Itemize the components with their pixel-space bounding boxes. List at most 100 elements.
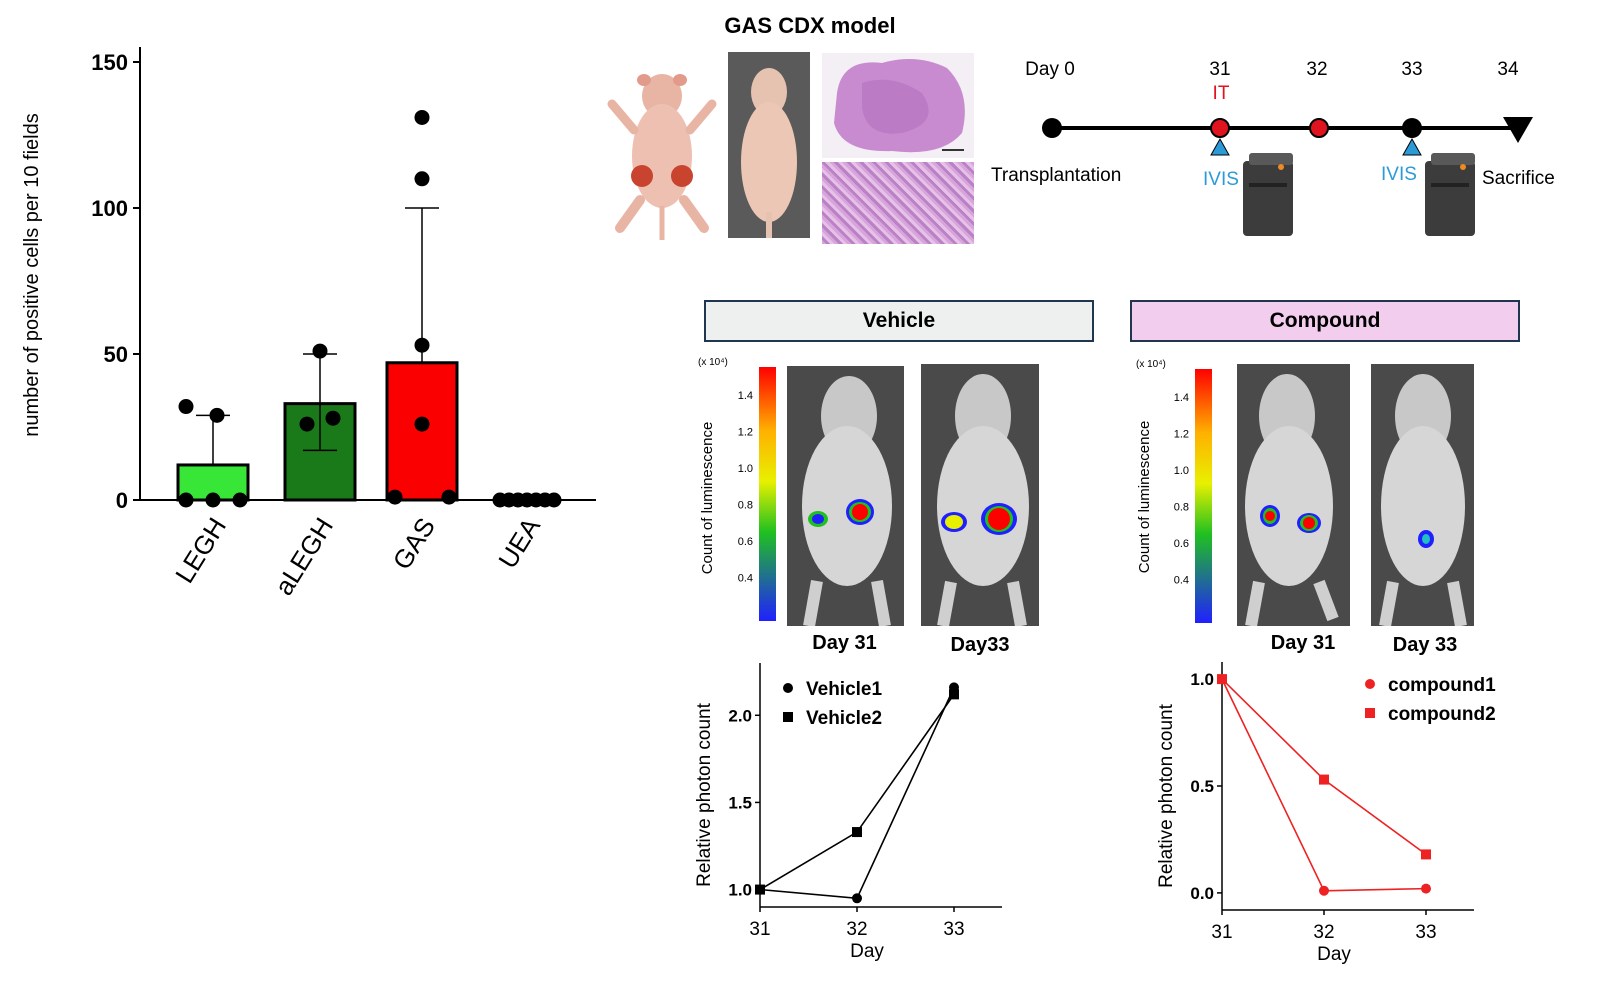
compound-day31-ivis-image: [1237, 364, 1350, 626]
timeline-day34: 34: [1497, 59, 1519, 80]
ivis-device-icon: [1425, 153, 1475, 236]
bar-chart-y-tick-label: 100: [91, 196, 128, 221]
x-tick-label: 33: [943, 919, 964, 940]
bar-chart-ylabel: number of positive cells per 10 fields: [21, 113, 43, 437]
vehicle-photon-chart-marks: 1.0 1.5 2.0 31 32 33 Day Relative photon count V…: [694, 663, 1002, 962]
legend-label: Vehicle1: [806, 679, 882, 700]
data-point: [414, 416, 430, 432]
legend-marker: [1365, 708, 1375, 718]
bar-chart-y-tick-label: 0: [116, 488, 128, 513]
ivis-marker-day31: [1210, 137, 1230, 156]
timeline-end-triangle: [1503, 117, 1533, 143]
series-point: [852, 893, 862, 904]
series-point: [949, 689, 959, 700]
legend-label: compound1: [1388, 675, 1496, 696]
vehicle-group-label: Vehicle: [704, 300, 1094, 342]
data-point: [414, 337, 430, 353]
timeline-ivis-label-day31: IVIS: [1203, 169, 1239, 190]
legend-marker: [1365, 679, 1375, 689]
legend-marker: [783, 712, 793, 722]
vehicle-photon-chart: 1.0 1.5 2.0 31 32 33 Day Relative photon count V…: [694, 663, 1002, 962]
y-axis-label: Relative photon count: [1156, 703, 1177, 888]
y-tick-label: 1.5: [728, 793, 752, 812]
data-point: [441, 489, 457, 505]
data-point: [325, 410, 341, 426]
y-tick-label: 1.0: [728, 881, 752, 900]
series-point: [1421, 849, 1431, 860]
timeline-day0-dot: [1042, 118, 1062, 138]
data-point: [414, 109, 430, 125]
x-tick-label: 31: [1211, 922, 1232, 943]
timeline-it-label: IT: [1213, 83, 1230, 104]
scale-tick-label: 0.8: [738, 500, 753, 512]
scale-tick-label: 1.2: [738, 427, 753, 439]
data-point: [205, 492, 221, 508]
y-axis-label: Relative photon count: [694, 702, 715, 887]
bar-chart-x-tick-label: aLEGH: [268, 512, 339, 600]
ivis-device-icon: [1243, 153, 1293, 236]
series-point: [852, 827, 862, 838]
scale-tick-label: 0.8: [1174, 502, 1189, 514]
ivis-marker-day33: [1402, 137, 1422, 156]
vehicle-day33-caption: Day33: [950, 634, 1010, 656]
vehicle-day31-ivis-image: [787, 366, 904, 626]
data-point: [387, 489, 403, 505]
scale-tick-label: 1.4: [738, 390, 753, 402]
scale-tick-label: 1.0: [1174, 465, 1189, 477]
bar-chart: 0 50 100 150 LEGH aLEGH GAS UEA number of posi…: [21, 47, 596, 600]
compound-day33-ivis-image: [1371, 364, 1474, 626]
vehicle-day31-caption: Day 31: [812, 632, 877, 654]
series-point: [1319, 885, 1329, 896]
x-axis-label: Day: [1317, 944, 1351, 965]
timeline-day32-dot: [1309, 118, 1329, 138]
x-tick-label: 32: [1313, 922, 1334, 943]
y-tick-label: 1.0: [1190, 670, 1214, 689]
compound-photon-chart-marks: 0.0 0.5 1.0 31 32 33 Day Relative photon count c…: [1156, 662, 1496, 965]
series-point: [1319, 774, 1329, 785]
scale-unit: (x 10⁴): [698, 357, 728, 368]
legend-marker: [783, 683, 793, 693]
histology-low-magnification-image: [822, 53, 974, 158]
y-tick-label: 0.0: [1190, 884, 1214, 903]
x-tick-label: 33: [1415, 922, 1436, 943]
data-point: [178, 399, 194, 415]
data-point: [414, 171, 430, 187]
timeline-day0: Day 0: [1025, 59, 1075, 80]
timeline-sacrifice-label: Sacrifice: [1482, 168, 1555, 189]
compound-luminescence-scale: (x 10⁴) 1.4 1.2 1.0 0.8 0.6 0.4 Count of lumi…: [1136, 359, 1212, 623]
scale-tick-label: 0.4: [1174, 575, 1189, 587]
scale-tick-label: 0.6: [738, 536, 753, 548]
series-point: [1217, 674, 1227, 685]
series-point: [1421, 883, 1431, 894]
scale-tick-label: 1.4: [1174, 392, 1189, 404]
y-tick-label: 0.5: [1190, 777, 1214, 796]
bar-chart-x-tick-label: UEA: [492, 512, 546, 574]
bar-chart-x-tick-label: GAS: [387, 512, 442, 574]
scale-tick-label: 1.2: [1174, 429, 1189, 441]
timeline-day31-dot: [1210, 118, 1230, 138]
scale-unit: (x 10⁴): [1136, 359, 1166, 370]
scale-tick-label: 0.6: [1174, 538, 1189, 550]
treatment-timeline: Day 0 31 32 33 34 IT Transplantation IVI…: [991, 59, 1555, 236]
data-point: [299, 416, 315, 432]
timeline-day31: 31: [1209, 59, 1230, 80]
mouse-photo: [728, 52, 810, 238]
bar-chart-y-tick-label: 150: [91, 50, 128, 75]
scale-label: Count of luminescence: [699, 422, 716, 575]
compound-photon-chart: 0.0 0.5 1.0 31 32 33 Day Relative photon count c…: [1156, 662, 1496, 965]
timeline-day33: 33: [1401, 59, 1422, 80]
legend-label: compound2: [1388, 704, 1496, 725]
timeline-day32: 32: [1306, 59, 1327, 80]
mouse-illustration: [607, 74, 717, 240]
compound-day33-caption: Day 33: [1392, 634, 1458, 656]
scale-tick-label: 1.0: [738, 463, 753, 475]
y-tick-label: 2.0: [728, 706, 752, 725]
timeline-ivis-label-day33: IVIS: [1381, 164, 1417, 185]
data-point: [232, 492, 248, 508]
compound-group-label: Compound: [1130, 300, 1520, 342]
compound-day31-caption: Day 31: [1270, 632, 1336, 654]
series-point: [755, 884, 765, 895]
vehicle-day33-ivis-image: [921, 364, 1039, 626]
data-point: [178, 492, 194, 508]
legend-label: Vehicle2: [806, 708, 882, 729]
